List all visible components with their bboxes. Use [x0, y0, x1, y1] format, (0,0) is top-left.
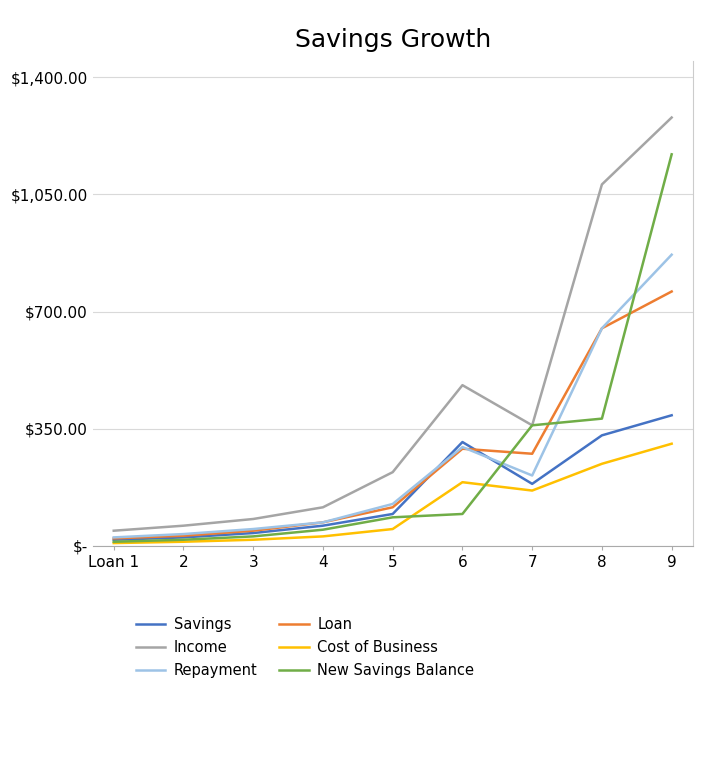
- Income: [668, 113, 676, 122]
- Cost of Business: [458, 478, 467, 487]
- Savings: [598, 431, 606, 440]
- Repayment: [388, 500, 397, 509]
- Repayment: [668, 250, 676, 259]
- Cost of Business: [318, 532, 327, 541]
- Line: Repayment: Repayment: [114, 255, 672, 537]
- Income: [528, 421, 536, 430]
- Loan: [318, 518, 327, 527]
- Loan: [249, 526, 258, 535]
- Income: [318, 503, 327, 512]
- New Savings Balance: [598, 414, 606, 423]
- Income: [388, 468, 397, 477]
- Repayment: [249, 525, 258, 534]
- Savings: [318, 522, 327, 531]
- Line: New Savings Balance: New Savings Balance: [114, 155, 672, 542]
- Repayment: [318, 518, 327, 527]
- Line: Income: Income: [114, 117, 672, 531]
- Savings: [388, 509, 397, 518]
- Repayment: [598, 324, 606, 333]
- New Savings Balance: [528, 421, 536, 430]
- Cost of Business: [249, 535, 258, 544]
- Loan: [528, 449, 536, 459]
- Savings: [668, 411, 676, 420]
- Income: [179, 522, 188, 531]
- Savings: [528, 479, 536, 488]
- Repayment: [109, 533, 118, 542]
- Income: [458, 381, 467, 390]
- Savings: [458, 437, 467, 446]
- Title: Savings Growth: Savings Growth: [295, 28, 491, 52]
- Line: Cost of Business: Cost of Business: [114, 443, 672, 543]
- Savings: [109, 535, 118, 544]
- Cost of Business: [528, 486, 536, 495]
- Savings: [179, 533, 188, 542]
- Savings: [249, 528, 258, 537]
- Line: Savings: Savings: [114, 415, 672, 540]
- Cost of Business: [668, 439, 676, 448]
- Loan: [598, 324, 606, 333]
- Cost of Business: [179, 537, 188, 547]
- New Savings Balance: [458, 509, 467, 518]
- Loan: [109, 534, 118, 543]
- Income: [598, 180, 606, 189]
- Line: Loan: Loan: [114, 292, 672, 538]
- Repayment: [179, 530, 188, 539]
- Loan: [458, 444, 467, 453]
- Repayment: [458, 443, 467, 452]
- New Savings Balance: [249, 532, 258, 541]
- Legend: Savings, Income, Repayment, Loan, Cost of Business, New Savings Balance: Savings, Income, Repayment, Loan, Cost o…: [130, 611, 481, 684]
- Cost of Business: [598, 459, 606, 468]
- New Savings Balance: [668, 150, 676, 159]
- New Savings Balance: [318, 525, 327, 534]
- Income: [249, 515, 258, 524]
- Loan: [668, 287, 676, 296]
- Income: [109, 526, 118, 535]
- New Savings Balance: [388, 512, 397, 522]
- Cost of Business: [388, 525, 397, 534]
- Cost of Business: [109, 538, 118, 547]
- New Savings Balance: [109, 537, 118, 547]
- Loan: [388, 503, 397, 512]
- Loan: [179, 531, 188, 540]
- New Savings Balance: [179, 535, 188, 544]
- Repayment: [528, 471, 536, 480]
